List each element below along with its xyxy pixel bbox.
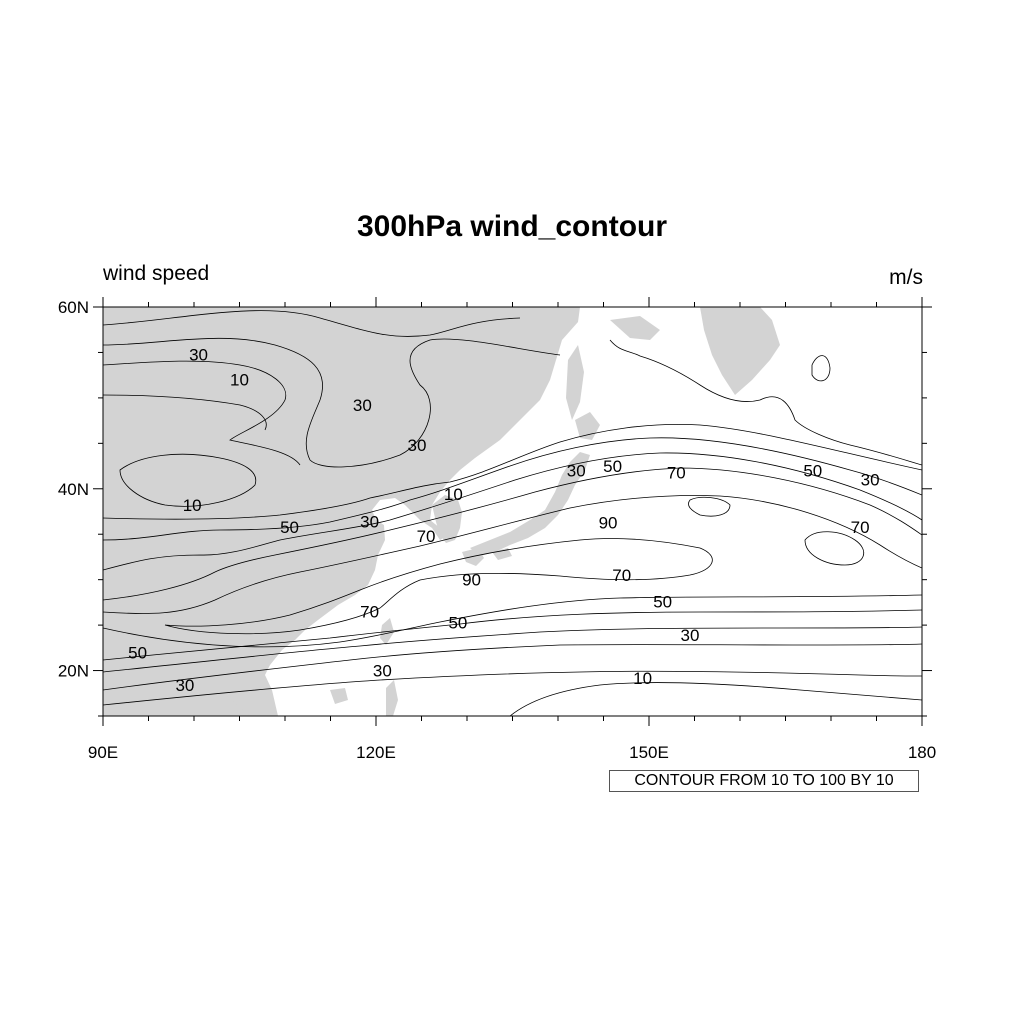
contour-label: 70	[612, 566, 631, 585]
contour-labels: 30 10 30 30 10 10 30 50 70 30 50 70 50 30 70 90 90 70 70 50…	[128, 345, 880, 695]
contour-line	[164, 538, 713, 635]
x-tick-label: 120E	[356, 743, 396, 762]
contour-line	[103, 394, 267, 431]
contour-line	[103, 609, 922, 661]
contour-label: 30	[373, 662, 392, 681]
contour-line	[103, 437, 922, 541]
contour-label: 50	[280, 518, 299, 537]
contour-line	[103, 337, 561, 468]
contour-line	[804, 531, 865, 566]
land-hainan	[330, 688, 348, 704]
contour-label: 90	[462, 571, 481, 590]
contour-line	[811, 355, 831, 382]
land-philippines	[386, 680, 398, 716]
units-label: m/s	[889, 266, 923, 289]
land-kamchatka	[700, 307, 780, 395]
map-axes: 90E 120E 150E 180 60N 40N 20N	[58, 297, 936, 762]
contour-line	[509, 682, 922, 716]
contour-line	[103, 310, 521, 337]
contour-label: 50	[803, 462, 822, 481]
contour-line	[103, 452, 922, 571]
contour-line	[103, 360, 301, 466]
contour-info-label: CONTOUR FROM 10 TO 100 BY 10	[609, 770, 919, 792]
contour-line	[103, 626, 922, 673]
land-kyushu	[462, 548, 484, 566]
x-tick-label: 150E	[629, 743, 669, 762]
contour-label: 70	[417, 527, 436, 546]
plot-title: 300hPa wind_contour	[356, 210, 668, 243]
x-tick-label: 90E	[88, 743, 118, 762]
contour-label: 10	[633, 669, 652, 688]
contour-lines	[103, 310, 922, 716]
contour-label: 30	[680, 626, 699, 645]
contour-line	[103, 594, 922, 648]
land-indochina	[103, 620, 250, 716]
contour-label: 10	[230, 371, 249, 390]
contour-label: 30	[175, 676, 194, 695]
contour-label: 70	[360, 602, 379, 621]
contour-label: 30	[360, 512, 379, 531]
contour-label: 30	[861, 471, 880, 490]
contour-label: 50	[603, 457, 622, 476]
contour-line	[103, 670, 922, 706]
contour-label: 30	[407, 436, 426, 455]
y-tick-label: 40N	[58, 480, 89, 499]
contour-label: 30	[189, 345, 208, 364]
land-korea	[432, 495, 462, 543]
contour-label: 70	[667, 463, 686, 482]
contour-label: 50	[653, 592, 672, 611]
contour-line	[688, 496, 731, 517]
x-tick-label: 180	[908, 743, 936, 762]
land-asia	[103, 307, 580, 716]
contour-line	[119, 453, 257, 507]
land-shikoku	[492, 548, 512, 560]
y-tick-label: 20N	[58, 662, 89, 681]
contour-line	[103, 495, 922, 614]
land-layer	[103, 307, 780, 716]
contour-label: 10	[444, 485, 463, 504]
contour-line	[103, 423, 922, 520]
contour-label: 50	[128, 643, 147, 662]
contour-line	[609, 339, 922, 466]
land-sakhalin	[566, 345, 584, 420]
contour-label: 30	[353, 396, 372, 415]
y-tick-label: 60N	[58, 298, 89, 317]
contour-label: 70	[851, 518, 870, 537]
contour-line	[103, 643, 922, 691]
land-honshu	[470, 452, 590, 556]
contour-label: 10	[183, 496, 202, 515]
contour-label: 90	[599, 513, 618, 532]
land-kuriles	[610, 316, 660, 340]
contour-label: 30	[567, 462, 586, 481]
contour-label: 50	[448, 613, 467, 632]
contour-line	[103, 467, 922, 601]
variable-label: wind speed	[103, 262, 210, 285]
land-hokkaido	[575, 412, 600, 440]
